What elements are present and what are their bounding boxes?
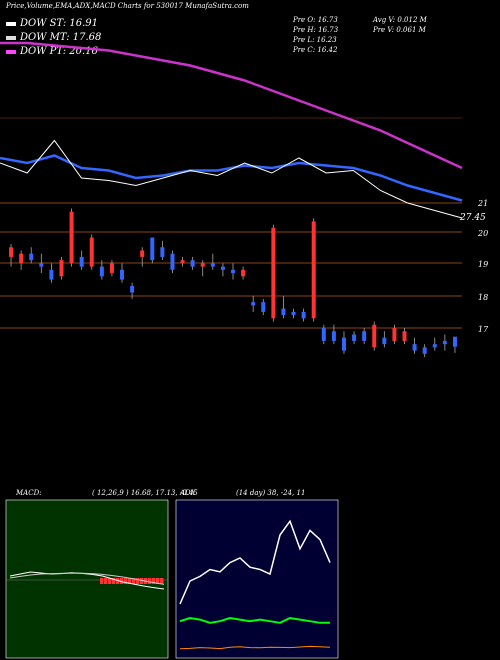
- ema-tick-21: 21: [477, 199, 488, 208]
- macd-header: MACD:: [15, 489, 42, 497]
- candle-body: [200, 263, 205, 267]
- macd-hist-bar: [132, 578, 136, 584]
- macd-panel: [5, 499, 169, 659]
- adx-panel: [175, 499, 339, 659]
- candle-body: [291, 311, 296, 316]
- candle-body: [402, 331, 407, 341]
- prev-low: Pre L: 16.23: [293, 36, 337, 44]
- prev-close: Pre C: 16.42: [293, 46, 338, 54]
- candle-body: [281, 308, 286, 316]
- candle-body: [190, 260, 195, 267]
- adx-plus-di-line: [179, 616, 330, 624]
- candle-body: [150, 237, 155, 261]
- legend-dow-mt: DOW MT: 17.68: [6, 32, 101, 43]
- candlesticks: [9, 208, 457, 358]
- candle-body: [29, 253, 34, 261]
- legend-dow-st: DOW ST: 16.91: [6, 18, 98, 29]
- macd-hist-bar: [112, 578, 116, 584]
- macd-signal-line: [9, 572, 165, 585]
- macd-hist-bar: [140, 578, 144, 584]
- candle-body: [180, 260, 185, 264]
- ema-tick-2745: 27.45: [459, 213, 486, 223]
- prev-high: Pre H: 16.73: [293, 26, 339, 34]
- macd-hist-bar: [120, 578, 124, 584]
- candle-tick-20: 20: [477, 229, 488, 238]
- candle-body: [59, 260, 64, 277]
- candle-body: [160, 247, 165, 257]
- candle-body: [311, 221, 316, 319]
- legend-swatch-mt: [6, 35, 16, 40]
- macd-hist-bar: [148, 578, 152, 584]
- candle-body: [39, 263, 44, 267]
- candle-body: [412, 344, 417, 351]
- candle-body: [120, 269, 125, 280]
- candle-body: [220, 266, 225, 270]
- legend-swatch-st: [6, 21, 16, 26]
- candle-tick-18: 18: [478, 293, 488, 302]
- adx-minus-di-line: [179, 645, 331, 650]
- macd-hist-bar: [104, 578, 108, 584]
- candle-body: [432, 344, 437, 348]
- macd-hist-bar: [152, 578, 156, 584]
- candle-body: [140, 250, 145, 257]
- macd-hist-bar: [156, 578, 160, 584]
- candle-body: [79, 256, 84, 267]
- candle-body: [261, 302, 266, 312]
- candle-body: [19, 253, 24, 264]
- candle-body: [331, 331, 336, 341]
- candle-body: [251, 302, 256, 306]
- chart-title: Price,Volume,EMA,ADX,MACD Charts for 530…: [6, 2, 249, 10]
- macd-params: ( 12,26,9 ) 16.68, 17.13, -0.45: [92, 489, 198, 497]
- candle-body: [9, 247, 14, 257]
- ema-lines: [0, 41, 463, 219]
- candle-body: [372, 324, 377, 348]
- candle-body: [341, 337, 346, 351]
- candle-body: [392, 328, 397, 341]
- adx-params: (14 day) 38, -24, 11: [236, 489, 305, 497]
- legend-swatch-pt: [6, 49, 16, 54]
- ema-line-st: [0, 139, 463, 219]
- candle-body: [99, 266, 104, 277]
- prev-open: Pre O: 16.73: [293, 16, 338, 24]
- candle-body: [231, 269, 235, 274]
- candle-body: [130, 286, 135, 293]
- candle-body: [109, 263, 114, 274]
- adx-line: [179, 519, 331, 605]
- candle-body: [321, 328, 326, 341]
- candle-tick-19: 19: [478, 260, 488, 269]
- prev-volume: Pre V: 0.061 M: [373, 26, 426, 34]
- candle-body: [241, 269, 246, 277]
- candle-body: [382, 337, 387, 345]
- macd-hist-bar: [136, 578, 140, 584]
- candle-body: [301, 311, 306, 319]
- macd-hist-bar: [108, 578, 112, 584]
- macd-hist-bar: [160, 578, 164, 584]
- candle-body: [89, 237, 94, 267]
- candle-body: [452, 336, 457, 347]
- adx-header: ADX: [179, 489, 197, 497]
- macd-hist-bar: [128, 578, 132, 584]
- macd-hist-bar: [124, 578, 128, 584]
- avg-volume: Avg V: 0.012 M: [373, 16, 427, 24]
- macd-hist-bar: [100, 578, 104, 584]
- legend-label-st: DOW ST: 16.91: [20, 18, 99, 29]
- candle-tick-17: 17: [478, 325, 489, 334]
- candle-body: [69, 211, 74, 264]
- legend-label-mt: DOW MT: 17.68: [20, 32, 102, 43]
- ema-line-mt: [0, 154, 463, 202]
- adx-lines: [179, 519, 331, 650]
- candle-body: [271, 227, 276, 319]
- candle-body: [210, 263, 215, 267]
- candle-body: [442, 340, 447, 345]
- ema-line-pt: [0, 41, 463, 170]
- legend-dow-pt: DOW PT: 20.16: [6, 46, 98, 57]
- candle-body: [362, 331, 367, 341]
- candle-body: [170, 253, 175, 270]
- candle-body: [352, 334, 357, 341]
- candle-body: [422, 347, 427, 354]
- candle-body: [49, 269, 54, 280]
- legend-label-pt: DOW PT: 20.16: [20, 46, 98, 57]
- macd-lines: [9, 571, 165, 590]
